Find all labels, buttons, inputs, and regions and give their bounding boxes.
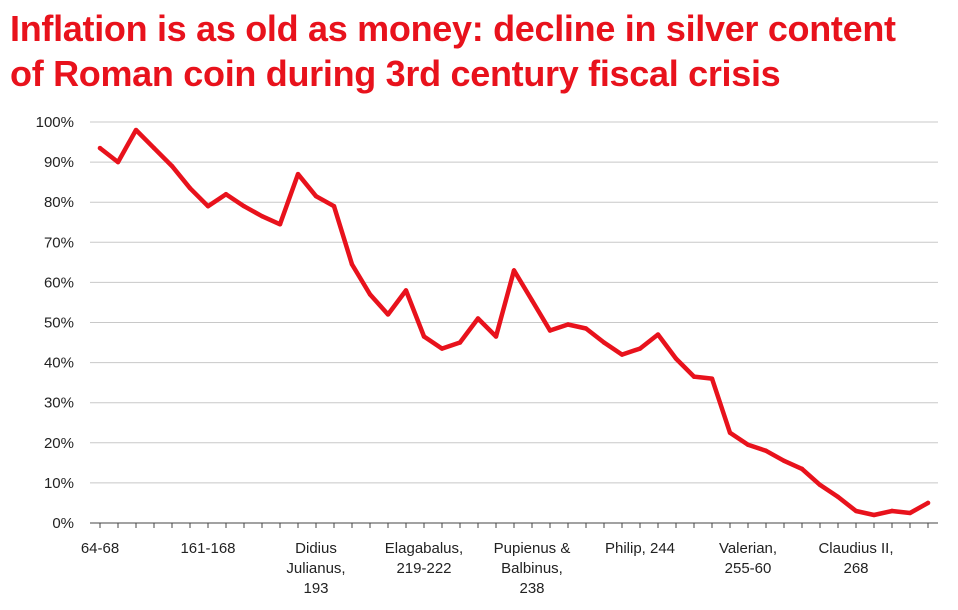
y-tick-label: 50% [44, 315, 74, 332]
data-point [637, 346, 643, 351]
data-point [709, 376, 715, 381]
data-point [457, 340, 463, 345]
data-point [385, 312, 391, 317]
chart-title-line-1: Inflation is as old as money: decline in… [10, 8, 896, 49]
x-tick-label-line: Claudius II, [818, 540, 893, 557]
data-point [169, 163, 175, 169]
data-point [439, 346, 445, 351]
data-point [187, 185, 193, 191]
data-point [349, 262, 355, 267]
data-point [727, 430, 733, 435]
series-group [97, 127, 931, 518]
y-tick-label: 0% [52, 515, 74, 532]
x-tick-label-line: Julianus, [286, 560, 345, 577]
y-tick-label: 80% [44, 194, 74, 211]
data-point [475, 316, 481, 321]
data-point [511, 268, 517, 273]
x-tick-label-line: 238 [519, 580, 544, 597]
x-tick-label: Claudius II, 268 [818, 540, 893, 577]
data-point [529, 298, 535, 303]
y-tick-label: 10% [44, 475, 74, 492]
y-axis-ticks: 0% 10% 20% 30% 40% 50% 60% 70% 80% 90% 100% [36, 114, 74, 532]
x-tick-label: Philip, 244 [605, 540, 675, 557]
data-point [277, 222, 283, 227]
x-tick-label-line: Balbinus, [501, 560, 563, 577]
x-tick-label-line: Didius [295, 540, 337, 557]
data-point [151, 145, 157, 151]
data-point [817, 482, 823, 488]
y-tick-label: 70% [44, 234, 74, 251]
x-tick-label-line: Pupienus & [494, 540, 571, 557]
x-tick-label-line: Valerian, [719, 540, 777, 557]
data-point [547, 328, 553, 333]
data-point [601, 340, 607, 345]
x-tick-label-line: 161-168 [180, 540, 235, 557]
data-point [745, 442, 751, 448]
data-point [565, 322, 571, 327]
data-point [97, 145, 103, 151]
y-tick-label: 30% [44, 395, 74, 412]
y-tick-label: 60% [44, 274, 74, 291]
data-point [619, 352, 625, 357]
y-tick-label: 20% [44, 435, 74, 452]
x-tick-label: Valerian, 255-60 [719, 540, 777, 577]
data-point [655, 332, 661, 337]
data-point [133, 127, 139, 133]
x-tick-label: Didius Julianus, 193 [286, 540, 345, 597]
data-point [367, 292, 373, 297]
x-axis-tick-labels: 64-68 161-168 Didius Julianus, 193 Elagabalus… [81, 540, 894, 597]
gridlines [90, 121, 938, 484]
x-tick-label-line: Elagabalus, [385, 540, 463, 557]
data-point [421, 334, 427, 339]
data-point [223, 191, 229, 197]
data-point [799, 466, 805, 472]
x-tick-label-line: 64-68 [81, 540, 119, 557]
x-tick-label: Elagabalus, 219-222 [385, 540, 463, 577]
data-point [907, 510, 913, 516]
x-tick-label: 64-68 [81, 540, 119, 557]
data-point [493, 334, 499, 339]
data-point [673, 356, 679, 361]
data-point [241, 204, 247, 209]
chart-title-line-2: of Roman coin during 3rd century fiscal … [10, 53, 781, 94]
data-point [889, 508, 895, 514]
y-tick-label: 40% [44, 355, 74, 372]
data-point [403, 288, 409, 293]
x-tick-label-line: 193 [303, 580, 328, 597]
data-point [925, 500, 931, 506]
x-tick-label: Pupienus & Balbinus, 238 [494, 540, 571, 597]
data-point [691, 374, 697, 379]
y-tick-label: 100% [36, 114, 74, 131]
data-point [871, 512, 877, 518]
data-point [763, 448, 769, 454]
x-axis [90, 522, 938, 528]
data-point [313, 193, 319, 199]
data-point [853, 508, 859, 514]
data-point [259, 214, 265, 219]
data-point [331, 204, 337, 209]
data-point [295, 171, 301, 177]
data-point [205, 204, 211, 209]
x-tick-label-line: Philip, 244 [605, 540, 675, 557]
data-point [115, 159, 121, 165]
x-tick-label-line: 268 [843, 560, 868, 577]
data-point [583, 326, 589, 331]
data-point [781, 458, 787, 464]
y-tick-label: 90% [44, 154, 74, 171]
x-tick-label-line: 255-60 [725, 560, 772, 577]
data-point [835, 494, 841, 500]
x-tick-label-line: 219-222 [396, 560, 451, 577]
chart-title: Inflation is as old as money: decline in… [10, 6, 955, 96]
x-tick-label: 161-168 [180, 540, 235, 557]
